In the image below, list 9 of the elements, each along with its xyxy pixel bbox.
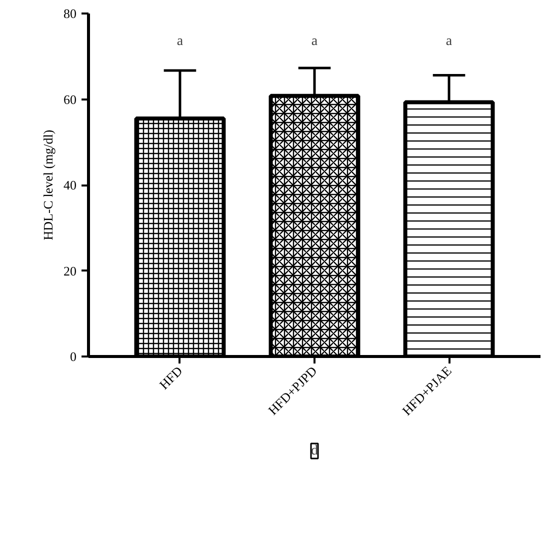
y-axis-title: HDL-C level (mg/dl) — [40, 130, 56, 240]
annotation: a — [446, 34, 453, 49]
y-tick-label: 20 — [64, 263, 76, 278]
y-tick-label: 0 — [70, 349, 76, 364]
y-tick-label: 40 — [64, 178, 76, 192]
annotation: a — [311, 34, 318, 49]
y-tick-label: 80 — [64, 6, 76, 21]
y-tick-label: 60 — [64, 92, 76, 107]
annotation: a — [176, 34, 184, 49]
